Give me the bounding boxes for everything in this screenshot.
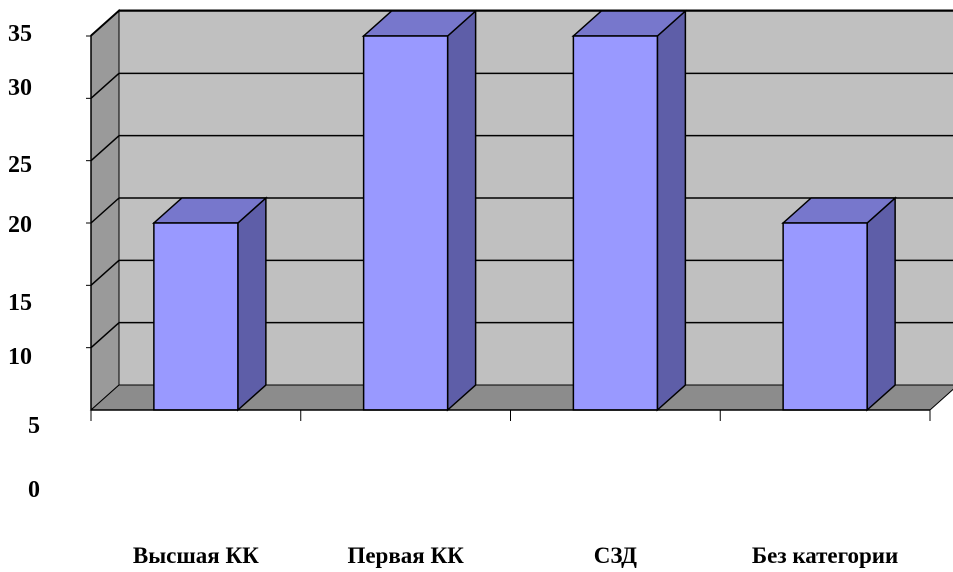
bar — [572, 35, 659, 411]
bar-side — [237, 196, 267, 412]
y-tick-label: 30 — [8, 75, 32, 101]
gridline — [90, 322, 120, 349]
x-tick-labels: Высшая КК Первая КК СЗД Без категории — [133, 543, 898, 568]
y-tick-label: 35 — [8, 21, 32, 47]
x-tick-label: Без категории — [752, 543, 898, 568]
bar-side — [866, 196, 896, 412]
x-tick-label: Высшая КК — [133, 543, 259, 568]
y-tick-label: 20 — [8, 212, 32, 238]
y-tick-label: 10 — [8, 344, 32, 370]
bar — [153, 222, 239, 411]
y-tick-label: 0 — [28, 477, 40, 503]
bar-side — [446, 9, 477, 412]
x-tick-label: СЗД — [594, 543, 637, 568]
y-tick-label: 5 — [28, 413, 40, 439]
x-tick-label: Первая КК — [347, 543, 464, 568]
gridline — [90, 197, 120, 224]
bar — [782, 222, 868, 411]
y-tick-label: 15 — [8, 290, 32, 316]
bar-side — [656, 9, 687, 412]
gridline — [90, 259, 120, 286]
gridline — [90, 10, 120, 37]
gridline — [90, 72, 120, 99]
y-tick-label: 25 — [8, 152, 32, 178]
gridline — [90, 135, 120, 162]
axes — [86, 35, 931, 421]
bar — [362, 35, 449, 411]
y-tick-labels: 35 30 25 20 15 10 5 0 — [8, 21, 40, 503]
bars — [151, 9, 898, 412]
